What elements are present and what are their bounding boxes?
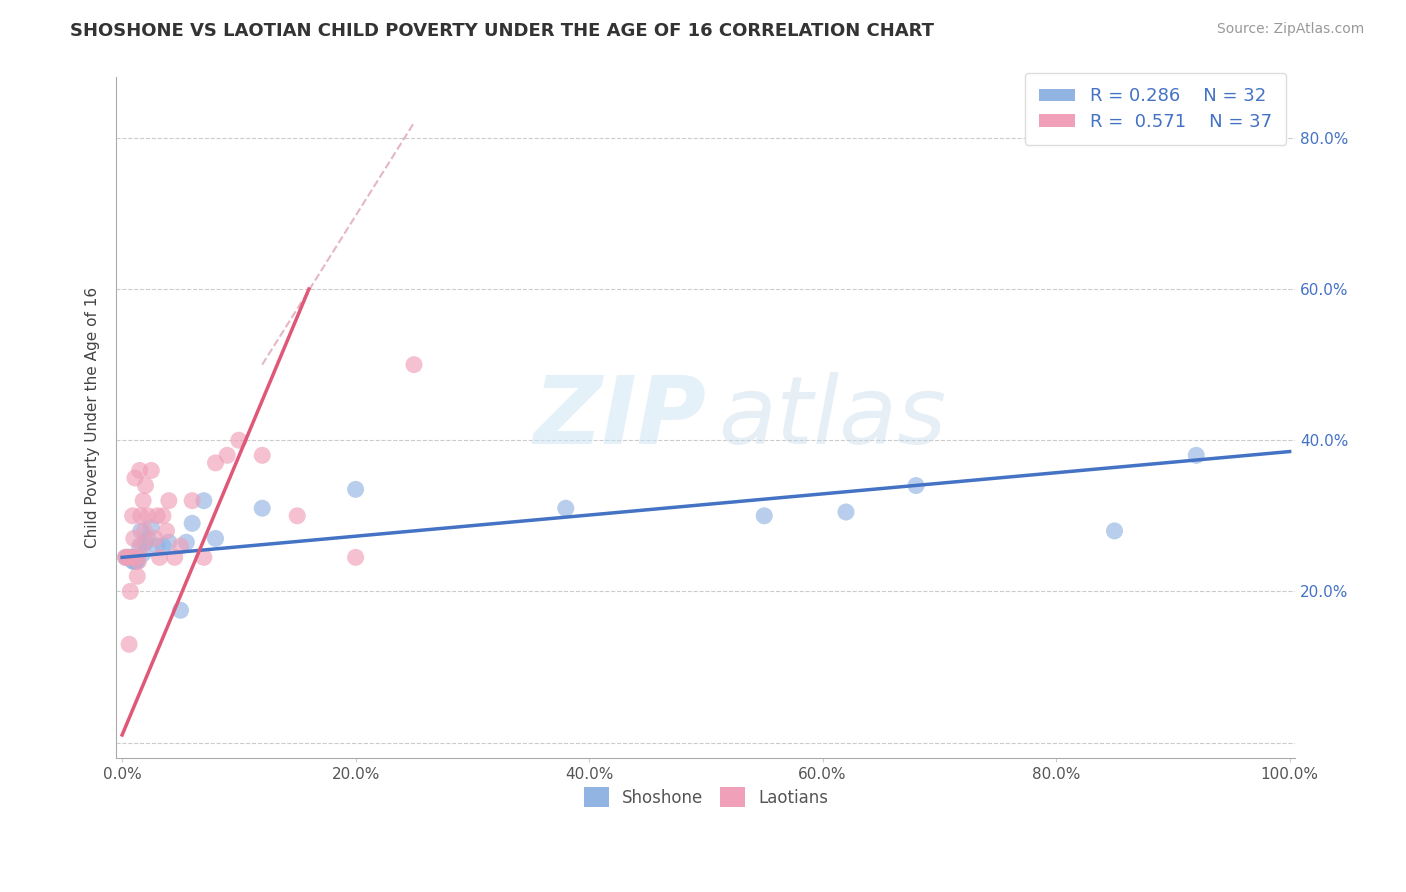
Point <box>163 550 186 565</box>
Point <box>120 584 142 599</box>
Point <box>228 434 250 448</box>
Point <box>193 550 215 565</box>
Text: atlas: atlas <box>717 372 946 463</box>
Point <box>169 539 191 553</box>
Point <box>121 554 143 568</box>
Point <box>402 358 425 372</box>
Text: ZIP: ZIP <box>533 372 706 464</box>
Point <box>169 603 191 617</box>
Point <box>157 493 180 508</box>
Point <box>120 550 142 565</box>
Point <box>204 456 226 470</box>
Point <box>193 493 215 508</box>
Point <box>122 554 145 568</box>
Point <box>128 463 150 477</box>
Point <box>146 508 169 523</box>
Point <box>204 532 226 546</box>
Point <box>122 532 145 546</box>
Point <box>1185 448 1208 462</box>
Point <box>125 550 148 565</box>
Point <box>146 539 169 553</box>
Point <box>157 535 180 549</box>
Point <box>285 508 308 523</box>
Point <box>250 501 273 516</box>
Point <box>117 550 139 565</box>
Point <box>127 554 149 568</box>
Point <box>143 532 166 546</box>
Point <box>152 539 174 553</box>
Point <box>835 505 858 519</box>
Point <box>131 539 153 553</box>
Point <box>134 535 156 549</box>
Point <box>1104 524 1126 538</box>
Point <box>118 637 141 651</box>
Point <box>134 478 156 492</box>
Point <box>128 539 150 553</box>
Point <box>118 550 141 565</box>
Point <box>344 550 367 565</box>
Point <box>114 550 136 565</box>
Legend: Shoshone, Laotians: Shoshone, Laotians <box>576 780 835 814</box>
Point <box>121 508 143 523</box>
Point <box>129 524 152 538</box>
Point <box>136 508 159 523</box>
Point <box>127 554 149 568</box>
Point <box>115 550 138 565</box>
Point <box>905 478 928 492</box>
Point <box>141 463 163 477</box>
Point <box>117 550 139 565</box>
Point <box>125 554 148 568</box>
Point <box>120 550 142 565</box>
Point <box>554 501 576 516</box>
Point <box>127 569 149 583</box>
Point <box>124 554 146 568</box>
Point <box>754 508 776 523</box>
Point <box>129 508 152 523</box>
Point <box>132 547 155 561</box>
Point <box>148 550 170 565</box>
Point <box>181 493 204 508</box>
Point <box>250 448 273 462</box>
Point <box>141 520 163 534</box>
Point <box>181 516 204 531</box>
Point <box>134 524 156 538</box>
Point <box>155 524 177 538</box>
Point <box>120 550 142 565</box>
Point <box>132 493 155 508</box>
Point <box>136 532 159 546</box>
Point <box>114 550 136 565</box>
Point <box>176 535 198 549</box>
Text: SHOSHONE VS LAOTIAN CHILD POVERTY UNDER THE AGE OF 16 CORRELATION CHART: SHOSHONE VS LAOTIAN CHILD POVERTY UNDER … <box>70 22 935 40</box>
Y-axis label: Child Poverty Under the Age of 16: Child Poverty Under the Age of 16 <box>86 287 100 548</box>
Point <box>152 508 174 523</box>
Point <box>217 448 239 462</box>
Point <box>124 471 146 485</box>
Text: Source: ZipAtlas.com: Source: ZipAtlas.com <box>1216 22 1364 37</box>
Point <box>344 483 367 497</box>
